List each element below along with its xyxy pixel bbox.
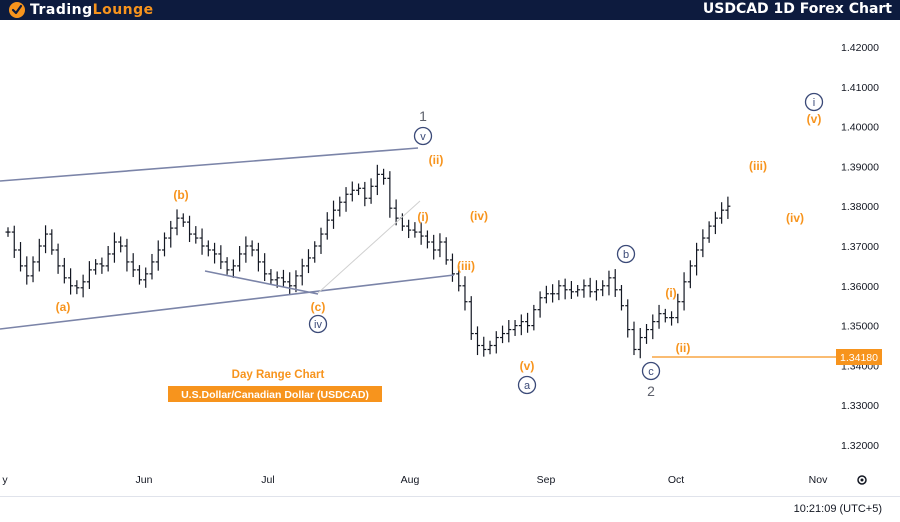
y-tick-label: 1.38000 (841, 201, 879, 213)
x-tick-label: Jun (136, 474, 153, 486)
logo-prefix: Trading (30, 2, 93, 18)
wave-label-circle (308, 314, 328, 334)
wave-label-circle (641, 361, 661, 381)
trend-channel (0, 147, 455, 330)
wave-label: (a) (56, 300, 71, 314)
wave-label-circle (616, 244, 636, 264)
wave-connector-line (317, 200, 421, 294)
y-tick-label: 1.36000 (841, 281, 879, 293)
wave-label: (c) (311, 300, 326, 314)
wave-label: 2 (647, 383, 655, 399)
chart-subtitle-bg (168, 386, 382, 402)
header-bar: TradingLounge USDCAD 1D Forex Chart (0, 0, 900, 20)
wave-c-line (204, 270, 319, 295)
y-tick-label: 1.40000 (841, 122, 879, 134)
wave-label: (v) (520, 359, 535, 373)
x-tick-label: Oct (668, 474, 684, 486)
wave-label-circle (413, 126, 433, 146)
wave-label: a (524, 380, 531, 392)
price-bars (5, 164, 731, 359)
page-title: USDCAD 1D Forex Chart (702, 1, 892, 17)
wave-label: b (623, 249, 629, 261)
current-price-tag (836, 349, 882, 365)
wave-label-circle (804, 92, 824, 112)
wave-label: (b) (173, 188, 188, 202)
wave-label: 1 (419, 108, 427, 124)
wave-label: (iv) (786, 211, 804, 225)
wave-label: (ii) (429, 153, 444, 167)
y-tick-label: 1.32000 (841, 440, 879, 452)
y-tick-label: 1.33000 (841, 400, 879, 412)
channel-upper-line (0, 147, 419, 182)
chart-subtitle: U.S.Dollar/Canadian Dollar (USDCAD) (181, 389, 369, 401)
wave-label: i (813, 97, 815, 109)
current-price: 1.34180 (652, 349, 882, 365)
logo-suffix: Lounge (92, 2, 154, 18)
y-tick-label: 1.39000 (841, 161, 879, 173)
y-tick-label: 1.41000 (841, 82, 879, 94)
current-price-label: 1.34180 (840, 352, 878, 364)
wave-label: v (420, 131, 426, 143)
trading-lounge-logo-icon (9, 2, 25, 18)
gear-icon[interactable] (857, 475, 867, 485)
x-tick-label: Sep (537, 474, 556, 486)
x-tick-label: y (2, 474, 8, 486)
x-axis[interactable]: y Jun Jul Aug Sep Oct Nov (2, 474, 828, 486)
wave-label: c (648, 366, 654, 378)
wave-label-circle (517, 375, 537, 395)
gear-ring (857, 475, 867, 485)
wave-label: (v) (807, 112, 822, 126)
wave-label: (i) (417, 210, 428, 224)
logo-text: TradingLounge (30, 2, 154, 18)
x-tick-label: Nov (809, 474, 828, 486)
wave-label: (iii) (457, 259, 475, 273)
x-tick-label: Jul (261, 474, 274, 486)
y-axis[interactable]: 1.42000 1.41000 1.40000 1.39000 1.38000 1.370… (841, 42, 879, 452)
chart-title: Day Range Chart (232, 369, 325, 381)
wave-label: (iv) (470, 209, 488, 223)
chart-caption: Day Range Chart U.S.Dollar/Canadian Dolla… (168, 369, 382, 402)
wave-label: (ii) (676, 341, 691, 355)
gear-center (860, 478, 864, 482)
logo[interactable]: TradingLounge (8, 1, 154, 19)
footer-time[interactable]: 10:21:09 (UTC+5) (793, 503, 882, 515)
wave-label: (i) (665, 286, 676, 300)
channel-lower-line (0, 274, 455, 330)
y-tick-label: 1.42000 (841, 42, 879, 54)
wave-label: (iii) (749, 159, 767, 173)
price-chart[interactable]: 1.42000 1.41000 1.40000 1.39000 1.38000 1.370… (0, 20, 900, 496)
x-tick-label: Aug (401, 474, 420, 486)
y-tick-label: 1.37000 (841, 241, 879, 253)
footer-divider (0, 496, 900, 497)
wave-label: iv (314, 319, 322, 331)
y-tick-label: 1.35000 (841, 321, 879, 333)
